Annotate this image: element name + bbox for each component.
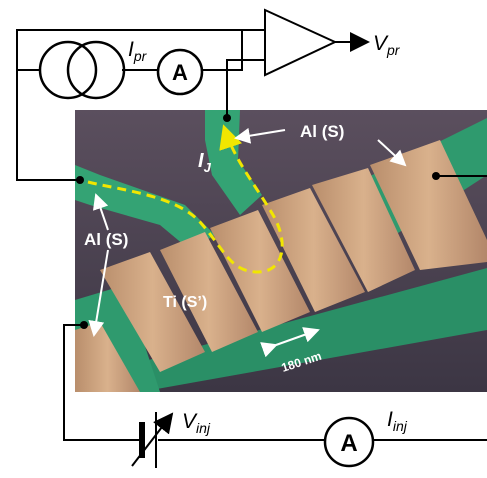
ti-bar-6 [370,140,487,270]
wire-bottom-left [63,324,140,441]
ti-bar-4 [262,188,365,312]
label-ti-s: Ti (S’) [163,294,207,311]
ti-bar-edge [75,322,140,392]
wire-top-left [16,29,265,181]
label-al-s-left: Al (S) [84,230,128,249]
ammeter-bottom: A [323,416,375,468]
al-lead-top [205,110,262,215]
arrow-al-top [234,127,286,144]
ti-bar-5 [312,168,415,292]
ammeter-top-label: A [172,60,188,85]
ammeter-top: A [156,48,204,96]
ti-bars [75,140,487,392]
arrow-al-left-down [88,249,109,337]
wire-ammeter-right [202,30,243,71]
scale-arrow [260,327,320,358]
label-iinj: Iinj [387,408,408,434]
label-ij: IJ [198,150,212,175]
label-vpr: Vpr [373,32,401,58]
current-path [87,124,284,274]
arrow-al-left-up [92,193,109,231]
label-vinj: Vinj [182,410,211,436]
ammeter-bottom-label: A [340,430,357,457]
wire-top-lead [226,59,265,118]
ammeter-bottom-circle [323,416,375,468]
amplifier [264,8,338,77]
label-al-s-right: Al (S) [300,122,344,141]
variable-voltage-source [131,412,174,468]
ammeter-top-circle [156,48,204,96]
arrow-al-right [377,139,407,167]
ti-bar-1 [100,252,205,372]
source-circle-right [66,40,126,100]
circuit-wires [16,29,487,441]
label-ipr: Ipr [128,38,148,64]
sem-image: Al (S) Al (S) Ti (S’) 180 nm IJ [75,110,487,392]
variable-arrow [131,412,174,467]
ti-bar-2 [160,232,258,352]
current-source [38,40,126,100]
